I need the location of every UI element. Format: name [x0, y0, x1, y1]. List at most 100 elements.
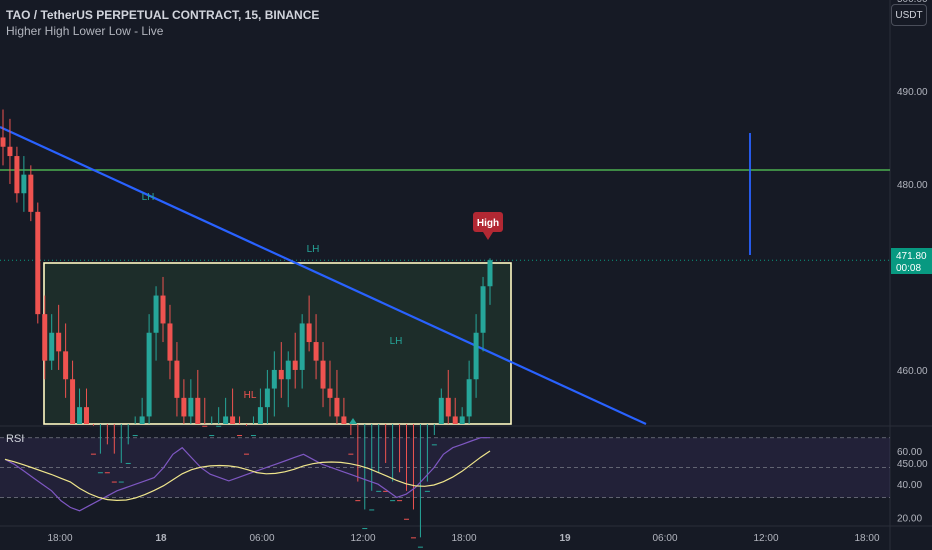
symbol-title: TAO / TetherUS PERPETUAL CONTRACT, 15, B…: [6, 8, 320, 22]
candle-body: [188, 397, 194, 417]
candle-body: [431, 444, 437, 446]
candle-body: [125, 462, 131, 464]
candle-body: [445, 397, 451, 417]
candle-body: [49, 332, 55, 361]
time-tick: 18:00: [47, 533, 72, 544]
rsi-label: RSI: [6, 433, 25, 445]
candle-body: [7, 146, 13, 157]
rsi-ma-line: [4, 450, 491, 502]
candle-body: [160, 295, 166, 324]
candle-body: [313, 342, 319, 361]
last-price-value: 471.80: [896, 251, 927, 262]
rsi-tick: 40.00: [897, 480, 922, 491]
candle-body: [341, 416, 347, 424]
time-tick: 18: [155, 533, 167, 544]
rsi-tick: 60.00: [897, 447, 922, 458]
high-label-bg: [473, 212, 503, 232]
candle-body: [390, 500, 396, 502]
candle-body: [320, 360, 326, 389]
candle-body: [118, 481, 124, 483]
time-tick: 06:00: [249, 533, 274, 544]
time-tick: 12:00: [753, 533, 778, 544]
swing-label: HL: [244, 390, 257, 401]
last-price-tag: [891, 248, 932, 274]
candle-body: [466, 379, 472, 417]
currency-button[interactable]: USDT: [891, 4, 927, 26]
candle-body: [369, 509, 375, 511]
candle-body: [35, 211, 41, 315]
candle-body: [223, 416, 229, 424]
candle-body: [480, 286, 486, 333]
candle-body: [83, 407, 89, 424]
candle-body: [0, 137, 6, 147]
candle-body: [174, 360, 180, 398]
candle-body: [438, 397, 444, 424]
candle-body: [306, 323, 312, 343]
price-tick: 460.00: [897, 366, 928, 377]
trendline: [0, 126, 647, 425]
price-tick: 490.00: [897, 87, 928, 98]
candle-body: [355, 500, 361, 502]
time-tick: 18:00: [854, 533, 879, 544]
candle-body: [42, 314, 48, 361]
candle-body: [271, 369, 277, 389]
swing-label: LH: [390, 336, 403, 347]
candle-body: [285, 360, 291, 380]
candle-body: [473, 332, 479, 380]
candle-body: [209, 435, 215, 437]
candle-body: [181, 397, 187, 417]
candle-body: [195, 397, 201, 424]
candle-body: [202, 425, 208, 427]
candle-body: [28, 174, 34, 212]
candle-body: [362, 528, 368, 530]
candle-body: [348, 453, 354, 455]
candle-body: [327, 388, 333, 398]
candle-body: [417, 546, 423, 548]
candle-body: [334, 397, 340, 417]
candle-body: [230, 416, 236, 424]
high-label-pointer: [483, 232, 493, 240]
candle-body: [139, 416, 145, 424]
candle-body: [410, 537, 416, 539]
candle-body: [70, 379, 76, 424]
candle-body: [153, 295, 159, 333]
range-box: [43, 262, 512, 425]
candle-body: [487, 260, 493, 287]
candle-body: [244, 453, 249, 455]
candle-body: [257, 407, 263, 424]
candle-body: [404, 518, 410, 520]
price-tick: 500.00: [897, 0, 928, 5]
candle-body: [264, 388, 270, 408]
candle-body: [278, 369, 284, 380]
candle-body: [56, 332, 62, 352]
countdown-value: 00:08: [896, 263, 921, 274]
rsi-pane: [0, 428, 890, 526]
candle-body: [104, 472, 110, 474]
candle-body: [452, 416, 458, 424]
candle-body: [459, 416, 465, 424]
price-tick: 480.00: [897, 180, 928, 191]
candle-body: [132, 435, 138, 437]
swing-arrow: [349, 418, 357, 424]
time-tick: 19: [559, 533, 571, 544]
swing-label: LH: [307, 244, 320, 255]
candle-body: [216, 425, 222, 427]
candle-body: [167, 323, 173, 361]
candle-body: [237, 435, 243, 437]
candle-body: [111, 481, 117, 483]
indicator-name: Higher High Lower Low - Live: [6, 24, 164, 38]
time-tick: 06:00: [652, 533, 677, 544]
candle-body: [97, 472, 103, 474]
candle-body: [21, 174, 27, 194]
high-label: High: [477, 218, 499, 229]
candle-body: [146, 332, 152, 417]
candle-body: [63, 351, 69, 380]
candle-body: [250, 435, 256, 437]
candle-body: [376, 490, 382, 492]
candle-body: [299, 323, 305, 370]
time-tick: 12:00: [350, 533, 375, 544]
rsi-tick: 20.00: [897, 513, 922, 524]
candle-body: [397, 500, 403, 502]
candle-body: [424, 490, 430, 492]
